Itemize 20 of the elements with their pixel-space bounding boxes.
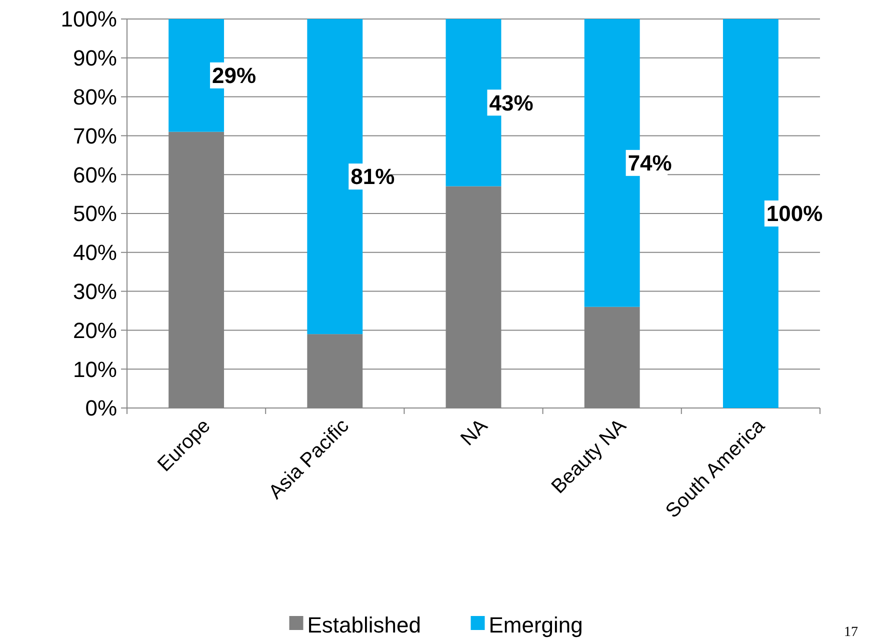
y-tick-label: 0% bbox=[85, 396, 117, 421]
data-label: 81% bbox=[350, 164, 395, 190]
x-tick-label: NA bbox=[456, 414, 492, 450]
y-tick-label: 40% bbox=[72, 240, 117, 266]
y-tick-label: 70% bbox=[72, 123, 117, 148]
legend-label: Established bbox=[307, 612, 421, 638]
y-tick-label: 30% bbox=[72, 279, 117, 304]
y-tick-label: 10% bbox=[72, 356, 117, 382]
data-label: 100% bbox=[766, 201, 823, 226]
y-tick-label: 80% bbox=[72, 84, 117, 110]
text: 17 bbox=[844, 625, 858, 640]
data-label: 29% bbox=[212, 63, 256, 88]
y-tick-label: 20% bbox=[72, 318, 117, 343]
legend-label: Emerging bbox=[488, 612, 583, 638]
data-label: 74% bbox=[628, 150, 672, 176]
y-tick-label: 60% bbox=[72, 162, 117, 188]
y-tick-label: 90% bbox=[72, 46, 117, 71]
data-label: 43% bbox=[489, 90, 534, 116]
y-tick-label: 50% bbox=[72, 201, 117, 226]
y-tick-label: 100% bbox=[60, 6, 117, 32]
